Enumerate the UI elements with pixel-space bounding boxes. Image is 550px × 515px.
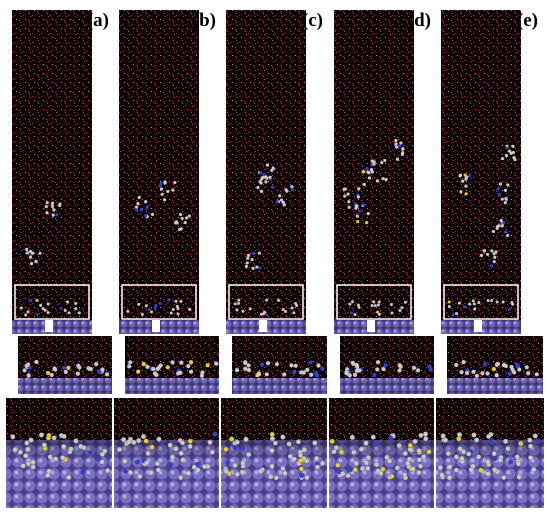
zoom-connector bbox=[259, 320, 267, 332]
zoom-box bbox=[121, 284, 197, 320]
panel-d: (d) bbox=[328, 10, 437, 508]
molecule bbox=[354, 202, 370, 225]
molecule bbox=[361, 166, 380, 187]
molecule bbox=[394, 138, 405, 161]
molecule bbox=[479, 249, 498, 268]
panel-label: (b) bbox=[193, 10, 216, 31]
panel-label: (c) bbox=[302, 10, 323, 31]
water-box bbox=[441, 10, 521, 320]
panel-e: (e) bbox=[435, 10, 544, 508]
panel-b: (b) bbox=[113, 10, 222, 508]
zoom-connector bbox=[474, 320, 482, 332]
zoom-box bbox=[14, 284, 90, 320]
molecule bbox=[458, 173, 471, 196]
water-box bbox=[12, 10, 92, 320]
zoom-box bbox=[228, 284, 304, 320]
molecule bbox=[496, 182, 510, 205]
panel-label: (e) bbox=[517, 10, 538, 31]
molecule bbox=[342, 187, 361, 209]
molecule bbox=[256, 171, 275, 193]
panel-a: (a) bbox=[6, 10, 115, 508]
zoom-connector bbox=[45, 320, 53, 332]
molecule bbox=[158, 180, 177, 202]
molecule bbox=[44, 201, 62, 217]
molecule bbox=[134, 195, 155, 219]
water-box bbox=[119, 10, 199, 320]
molecule bbox=[491, 218, 510, 238]
zoom-connector bbox=[367, 320, 375, 332]
panel-label: (a) bbox=[87, 10, 109, 31]
molecule bbox=[173, 212, 191, 232]
panel-label: (d) bbox=[408, 10, 431, 31]
molecule bbox=[25, 247, 42, 266]
molecule bbox=[258, 163, 276, 181]
zoom-box bbox=[443, 284, 519, 320]
molecule bbox=[501, 144, 517, 162]
panel-c: (c) bbox=[220, 10, 329, 508]
molecule bbox=[244, 251, 262, 270]
zoom-box bbox=[336, 284, 412, 320]
molecule bbox=[275, 185, 295, 207]
zoom-connector bbox=[152, 320, 160, 332]
